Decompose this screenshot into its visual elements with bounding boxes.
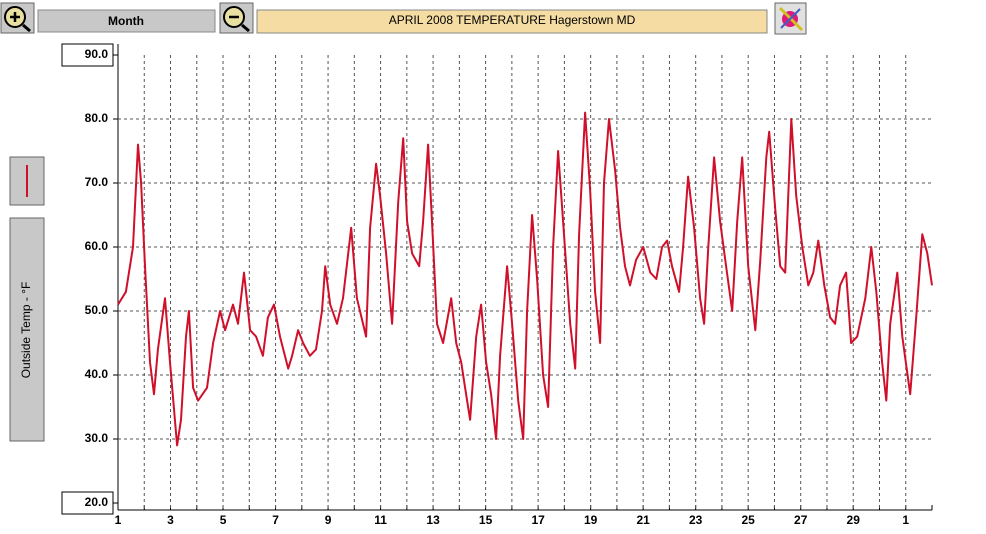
x-tick-label: 27 [794,513,808,527]
x-tick-label: 3 [167,513,174,527]
zoom-in-button[interactable] [0,2,35,34]
x-tick-label: 29 [847,513,861,527]
x-tick-label: 25 [742,513,756,527]
x-tick-label: 19 [584,513,598,527]
y-label-box [9,217,45,442]
title-box [256,9,768,34]
x-tick-label: 21 [636,513,650,527]
x-tick-label: 1 [115,513,122,527]
range-button[interactable]: Month [37,9,216,33]
y-axis-label: Outside Temp - °F [19,282,33,379]
chart-title: APRIL 2008 TEMPERATURE Hagerstown MD [389,13,636,27]
y-tick-label: 60.0 [85,239,109,253]
x-tick-label: 11 [374,513,387,527]
y-tick-label: 80.0 [85,111,109,125]
x-tick-label: 17 [531,513,545,527]
temperature-line [117,111,933,447]
y-tick-label: 20.0 [85,495,109,509]
x-tick-label: 1 [902,513,909,527]
edit-button[interactable] [774,2,807,35]
x-tick-label: 15 [479,513,493,527]
x-tick-label: 23 [689,513,703,527]
range-label: Month [108,14,144,28]
y-tick-label: 50.0 [85,303,109,317]
x-tick-label: 7 [272,513,279,527]
y-tick-label: 40.0 [85,367,109,381]
x-tick-label: 9 [325,513,332,527]
y-tick-label: 90.0 [85,47,109,61]
zoom-out-button[interactable] [219,2,254,34]
y-tick-label: 70.0 [85,175,109,189]
x-tick-label: 5 [220,513,227,527]
legend-button[interactable] [9,156,45,206]
y-tick-label: 30.0 [85,431,109,445]
x-tick-label: 13 [426,513,440,527]
